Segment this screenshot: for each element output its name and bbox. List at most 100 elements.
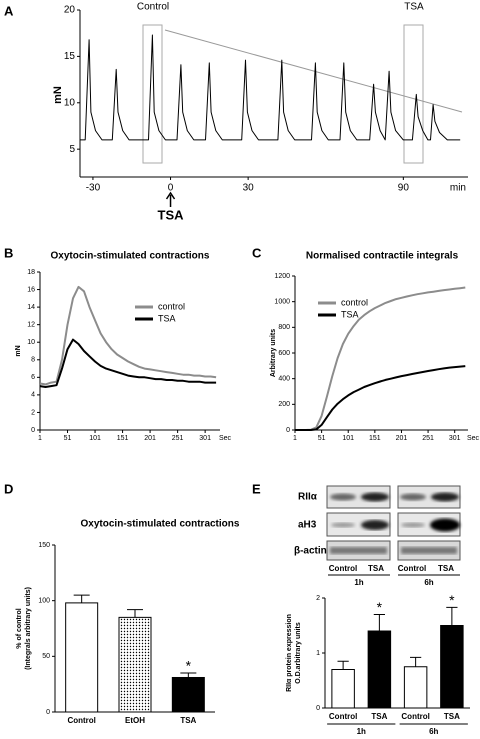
x-tick-label: 201	[144, 435, 156, 442]
y-axis-label: % of control	[16, 608, 23, 648]
x-tick-label: 151	[117, 435, 129, 442]
y-tick-label: 1000	[274, 299, 290, 306]
y-axis-label: mN	[15, 345, 22, 356]
y-tick-label: 50	[42, 653, 50, 660]
y-tick-label: 8	[31, 357, 35, 364]
highlight-box	[142, 24, 163, 164]
y-axis-label: O.D.arbitrary units	[295, 622, 302, 684]
error-bar	[337, 660, 349, 670]
y-tick-label: 0	[286, 427, 290, 434]
x-tick-label: 90	[398, 183, 410, 194]
bar	[331, 669, 355, 709]
chart-title: Oxytocin-stimulated contractions	[51, 251, 210, 262]
x-tick-label: EtOH	[125, 716, 145, 725]
panel-letter: E	[252, 481, 261, 496]
error-bar	[373, 614, 385, 631]
x-tick-label: 51	[318, 435, 326, 442]
y-tick-label: 2	[31, 409, 35, 416]
x-tick-label: TSA	[180, 716, 196, 725]
x-tick-label: 201	[396, 435, 408, 442]
bar	[65, 602, 99, 713]
y-tick-label: 150	[38, 542, 50, 549]
y-axis-label: (Integrals arbitrary units)	[25, 587, 32, 670]
legend-label: control	[158, 301, 185, 311]
line-series	[295, 286, 466, 431]
y-tick-label: 4	[31, 392, 35, 399]
chart-title: Oxytocin-stimulated contractions	[81, 519, 240, 530]
x-tick-label: TSA	[371, 712, 387, 721]
y-tick-label: 12	[27, 322, 35, 329]
x-tick-label: 251	[172, 435, 184, 442]
bar	[171, 676, 205, 713]
significance: *	[449, 592, 455, 608]
y-tick-label: 16	[27, 286, 35, 293]
x-unit: Sec	[219, 435, 232, 442]
x-tick-label: 30	[243, 183, 255, 194]
bar	[367, 630, 392, 709]
y-tick-label: 100	[38, 598, 50, 605]
x-tick-label: 0	[168, 183, 174, 194]
highlight-box	[403, 24, 424, 164]
x-tick-label: Control	[67, 716, 95, 725]
x-tick-label: 151	[369, 435, 381, 442]
blot-band	[400, 493, 426, 501]
y-tick-label: 20	[64, 5, 76, 16]
y-axis-label: Arbitrary units	[270, 329, 277, 377]
line-series	[295, 365, 466, 431]
blot-band	[331, 522, 355, 528]
arrow-head	[165, 191, 176, 200]
blot-band	[431, 492, 459, 502]
blot-band	[330, 547, 387, 554]
y-tick-label: 10	[27, 339, 35, 346]
legend-label: TSA	[341, 309, 359, 319]
y-tick-label: 200	[278, 401, 290, 408]
x-tick-label: 1	[38, 435, 42, 442]
annotation: Control	[137, 2, 169, 13]
blot-group-label: 6h	[424, 578, 433, 587]
blot-strip	[326, 485, 391, 509]
y-tick-label: 400	[278, 376, 290, 383]
x-tick-label: 301	[199, 435, 211, 442]
y-tick-label: 0	[46, 709, 50, 716]
panel-letter: B	[4, 245, 13, 260]
x-tick-label: 101	[89, 435, 101, 442]
x-tick-label: 101	[342, 435, 354, 442]
error-bar	[127, 609, 143, 618]
bar	[403, 666, 428, 709]
y-tick-label: 1200	[274, 273, 290, 280]
legend-label: TSA	[158, 313, 176, 323]
x-unit: min	[450, 183, 466, 194]
blot-band	[430, 518, 460, 532]
western-blot: RIIα aH3 β-actin Control TSA Control TSA…	[294, 485, 461, 587]
blot-strip	[326, 512, 391, 537]
blot-group-label: 1h	[354, 578, 363, 587]
blot-row-label: aH3	[298, 520, 317, 531]
y-tick-label: 2	[316, 595, 320, 602]
y-tick-label: 800	[278, 324, 290, 331]
significance: *	[186, 658, 192, 674]
blot-row-label: β-actin	[294, 546, 327, 557]
y-tick-label: 14	[27, 304, 35, 311]
line-series	[80, 34, 461, 141]
significance: *	[377, 599, 383, 615]
legend-label: control	[341, 297, 368, 307]
bar	[440, 625, 464, 709]
x-tick-label: 51	[64, 435, 72, 442]
blot-lane-label: TSA	[368, 564, 384, 573]
line-series	[39, 285, 217, 386]
blot-row-label: RIIα	[298, 492, 318, 503]
x-tick-label: 251	[422, 435, 434, 442]
x-tick-label: -30	[86, 183, 101, 194]
error-bar	[410, 656, 422, 667]
bar	[118, 616, 152, 713]
group-label: 1h	[357, 727, 366, 736]
blot-lane-label: Control	[398, 564, 426, 573]
error-bar	[180, 672, 197, 678]
error-bar	[446, 606, 458, 626]
blot-band	[361, 520, 389, 530]
blot-band	[361, 492, 389, 502]
blot-band	[330, 493, 356, 501]
y-tick-label: 0	[316, 705, 320, 712]
y-tick-label: 5	[69, 144, 75, 155]
